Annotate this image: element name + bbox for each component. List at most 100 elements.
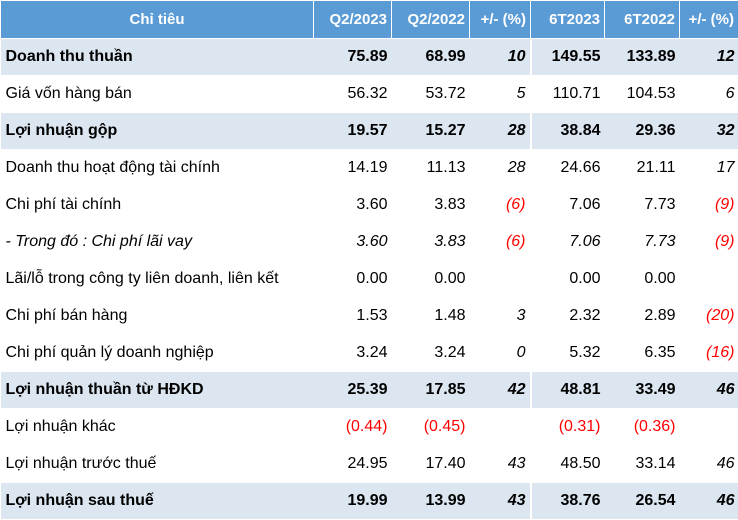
cell-halfyear-change: 46 — [680, 372, 738, 409]
cell-halfyear-change: 32 — [680, 113, 738, 150]
header-6t2023: 6T2023 — [531, 1, 605, 39]
cell-halfyear-change: 46 — [680, 483, 738, 520]
cell-q2-2023: 24.95 — [314, 446, 392, 483]
cell-6t2022: (0.36) — [605, 409, 680, 446]
cell-quarter-change: 28 — [470, 150, 531, 187]
cell-halfyear-change: 46 — [680, 446, 738, 483]
cell-q2-2022: 17.40 — [392, 446, 470, 483]
cell-6t2023: 7.06 — [531, 187, 605, 224]
table-header-row: Chỉ tiêu Q2/2023 Q2/2022 +/- (%) 6T2023 … — [1, 1, 738, 39]
header-q2-2022: Q2/2022 — [392, 1, 470, 39]
cell-quarter-change — [470, 261, 531, 298]
cell-q2-2022: (0.45) — [392, 409, 470, 446]
cell-q2-2023: 14.19 — [314, 150, 392, 187]
cell-halfyear-change: (16) — [680, 335, 738, 372]
cell-q2-2022: 11.13 — [392, 150, 470, 187]
cell-quarter-change: (6) — [470, 224, 531, 261]
cell-quarter-change: (6) — [470, 187, 531, 224]
cell-q2-2023: 3.60 — [314, 224, 392, 261]
cell-q2-2023: 56.32 — [314, 76, 392, 113]
row-label: Giá vốn hàng bán — [1, 76, 314, 113]
cell-6t2023: 5.32 — [531, 335, 605, 372]
cell-q2-2022: 3.83 — [392, 187, 470, 224]
cell-q2-2022: 68.99 — [392, 39, 470, 76]
cell-q2-2023: 25.39 — [314, 372, 392, 409]
cell-q2-2022: 1.48 — [392, 298, 470, 335]
cell-q2-2022: 0.00 — [392, 261, 470, 298]
cell-6t2022: 29.36 — [605, 113, 680, 150]
table-row: Lợi nhuận khác(0.44)(0.45) (0.31)(0.36) — [1, 409, 738, 446]
cell-quarter-change: 43 — [470, 483, 531, 520]
row-label: Doanh thu hoạt động tài chính — [1, 150, 314, 187]
cell-6t2023: 110.71 — [531, 76, 605, 113]
cell-6t2022: 33.14 — [605, 446, 680, 483]
cell-6t2022: 2.89 — [605, 298, 680, 335]
cell-q2-2023: 3.24 — [314, 335, 392, 372]
header-indicator: Chỉ tiêu — [1, 1, 314, 39]
row-label: Chi phí quản lý doanh nghiệp — [1, 335, 314, 372]
cell-q2-2022: 53.72 — [392, 76, 470, 113]
cell-6t2022: 7.73 — [605, 224, 680, 261]
cell-q2-2022: 17.85 — [392, 372, 470, 409]
cell-6t2023: 7.06 — [531, 224, 605, 261]
cell-halfyear-change: 6 — [680, 76, 738, 113]
row-label: - Trong đó : Chi phí lãi vay — [1, 224, 314, 261]
cell-q2-2023: 19.99 — [314, 483, 392, 520]
cell-6t2023: 48.50 — [531, 446, 605, 483]
cell-quarter-change — [470, 409, 531, 446]
cell-halfyear-change: (9) — [680, 224, 738, 261]
row-label: Lợi nhuận khác — [1, 409, 314, 446]
row-label: Lãi/lỗ trong công ty liên doanh, liên kế… — [1, 261, 314, 298]
cell-halfyear-change — [680, 409, 738, 446]
cell-quarter-change: 28 — [470, 113, 531, 150]
row-label: Lợi nhuận sau thuế — [1, 483, 314, 520]
cell-6t2022: 104.53 — [605, 76, 680, 113]
cell-quarter-change: 43 — [470, 446, 531, 483]
row-label: Lợi nhuận thuần từ HĐKD — [1, 372, 314, 409]
cell-6t2022: 21.11 — [605, 150, 680, 187]
header-6t2022: 6T2022 — [605, 1, 680, 39]
cell-quarter-change: 42 — [470, 372, 531, 409]
cell-halfyear-change: (20) — [680, 298, 738, 335]
cell-6t2022: 0.00 — [605, 261, 680, 298]
cell-halfyear-change — [680, 261, 738, 298]
cell-6t2022: 26.54 — [605, 483, 680, 520]
cell-q2-2023: 75.89 — [314, 39, 392, 76]
row-label: Lợi nhuận gộp — [1, 113, 314, 150]
cell-q2-2023: (0.44) — [314, 409, 392, 446]
cell-6t2022: 7.73 — [605, 187, 680, 224]
cell-q2-2022: 13.99 — [392, 483, 470, 520]
cell-q2-2022: 3.24 — [392, 335, 470, 372]
cell-q2-2023: 1.53 — [314, 298, 392, 335]
cell-q2-2023: 19.57 — [314, 113, 392, 150]
cell-quarter-change: 0 — [470, 335, 531, 372]
cell-q2-2022: 15.27 — [392, 113, 470, 150]
row-label: Chi phí bán hàng — [1, 298, 314, 335]
cell-6t2023: (0.31) — [531, 409, 605, 446]
cell-q2-2023: 3.60 — [314, 187, 392, 224]
cell-6t2022: 6.35 — [605, 335, 680, 372]
cell-6t2023: 24.66 — [531, 150, 605, 187]
cell-quarter-change: 3 — [470, 298, 531, 335]
row-label: Chi phí tài chính — [1, 187, 314, 224]
cell-6t2023: 149.55 — [531, 39, 605, 76]
header-quarter-change: +/- (%) — [470, 1, 531, 39]
row-label: Lợi nhuận trước thuế — [1, 446, 314, 483]
cell-q2-2023: 0.00 — [314, 261, 392, 298]
cell-6t2022: 33.49 — [605, 372, 680, 409]
cell-halfyear-change: 17 — [680, 150, 738, 187]
cell-halfyear-change: 12 — [680, 39, 738, 76]
cell-6t2023: 0.00 — [531, 261, 605, 298]
cell-6t2023: 48.81 — [531, 372, 605, 409]
